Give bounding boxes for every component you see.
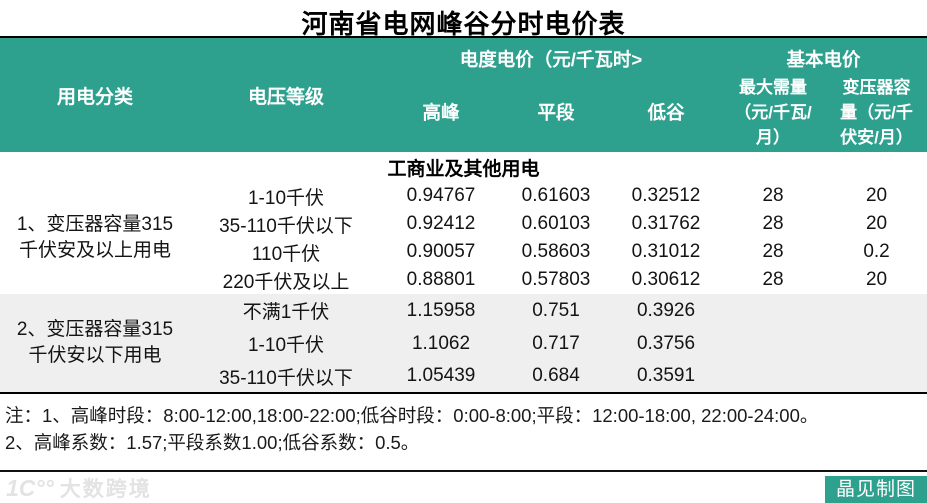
cell-peak: 1.15958 [406,299,476,321]
cell-valley: 0.30612 [631,269,701,290]
cell-peak: 1.1062 [411,332,471,354]
cell-voltage: 35-110千伏以下 [219,367,353,389]
price-table: 用电分类 电压等级 电度电价（元/千瓦时> 基本电价 高峰 平段 低谷 最大需量… [0,36,927,394]
cell-transformer [826,360,927,393]
cell-max-demand: 28 [762,185,784,206]
cell-voltage: 1-10千伏 [247,335,325,356]
cell-flat: 0.57803 [521,269,591,290]
cell-valley: 0.3591 [636,365,696,386]
table-row: 35-110千伏以下 0.92412 0.60103 0.31762 28 20 [0,210,927,238]
header-transformer-capacity: 变压器容量（元/千伏安/月） [826,72,927,152]
table-row: 220千伏及以上 0.88801 0.57803 0.30612 28 20 [0,266,927,294]
dashukuajing-watermark: 1C°° 大数跨境 [6,473,152,503]
cell-max-demand: 28 [762,213,784,234]
group1-label: 1、变压器容量315千伏安及以上用电 [16,214,174,261]
cell-transformer [826,294,927,327]
cell-max-demand [720,327,826,360]
cell-flat: 0.751 [532,299,580,321]
cell-transformer: 20 [865,185,888,206]
footer-divider [0,470,927,472]
cell-voltage: 1-10千伏 [247,187,325,209]
cell-transformer: 20 [865,213,888,234]
cell-voltage: 220千伏及以上 [222,271,350,293]
header-voltage-level: 电压等级 [190,37,382,152]
group2-label: 2、变压器容量315千伏安以下用电 [16,319,174,366]
cell-flat: 0.61603 [521,185,591,206]
cell-peak: 0.92412 [406,213,476,234]
cell-flat: 0.717 [532,332,580,354]
cell-transformer: 0.2 [863,241,890,262]
header-energy-price-group: 电度电价（元/千瓦时> [382,37,721,72]
cell-voltage: 35-110千伏以下 [219,215,353,237]
cell-peak: 0.90057 [406,241,476,262]
table-header: 用电分类 电压等级 电度电价（元/千瓦时> 基本电价 高峰 平段 低谷 最大需量… [0,37,927,152]
credit-badge: 晶见制图 [825,476,927,503]
cell-valley: 0.31012 [631,241,701,262]
cell-max-demand [720,294,826,327]
watermark-logo-icon: 1C°° [6,475,54,501]
header-peak: 高峰 [382,72,500,152]
notes-block: 注：1、高峰时段：8:00-12:00,18:00-22:00;低谷时段：0:0… [0,394,927,456]
cell-voltage: 110千伏 [251,243,321,265]
page-title: 河南省电网峰谷分时电价表 [301,9,626,39]
cell-peak: 0.88801 [406,269,476,290]
cell-valley: 0.3756 [636,332,696,354]
table-row: 110千伏 0.90057 0.58603 0.31012 28 0.2 [0,238,927,266]
cell-peak: 0.94767 [406,185,476,206]
note-line-1: 注：1、高峰时段：8:00-12:00,18:00-22:00;低谷时段：0:0… [5,405,819,426]
header-flat: 平段 [500,72,612,152]
cell-flat: 0.58603 [521,241,591,262]
cell-flat: 0.60103 [521,213,591,234]
section-title: 工商业及其他用电 [387,158,540,180]
cell-voltage: 不满1千伏 [242,302,330,323]
cell-valley: 0.32512 [631,185,701,206]
cell-peak: 1.05439 [406,365,476,386]
section-row: 工商业及其他用电 [0,152,927,182]
cell-max-demand: 28 [762,269,784,290]
header-basic-price-group: 基本电价 [720,37,927,72]
header-valley: 低谷 [612,72,721,152]
cell-flat: 0.684 [532,365,580,386]
cell-max-demand [720,360,826,393]
cell-valley: 0.31762 [631,213,701,234]
table-row: 2、变压器容量315千伏安以下用电 不满1千伏 1.15958 0.751 0.… [0,294,927,366]
cell-transformer [826,327,927,360]
cell-transformer: 20 [865,269,888,290]
cell-valley: 0.3926 [636,299,696,321]
table-row: 1、变压器容量315千伏安及以上用电 1-10千伏 0.94767 0.6160… [0,182,927,261]
watermark-text: 大数跨境 [59,478,152,501]
header-max-demand: 最大需量（元/千瓦/月） [720,72,827,152]
note-line-2: 2、高峰系数：1.57;平段系数1.00;低谷系数：0.5。 [5,432,420,453]
header-usage-class: 用电分类 [0,37,190,152]
cell-max-demand: 28 [762,241,784,262]
